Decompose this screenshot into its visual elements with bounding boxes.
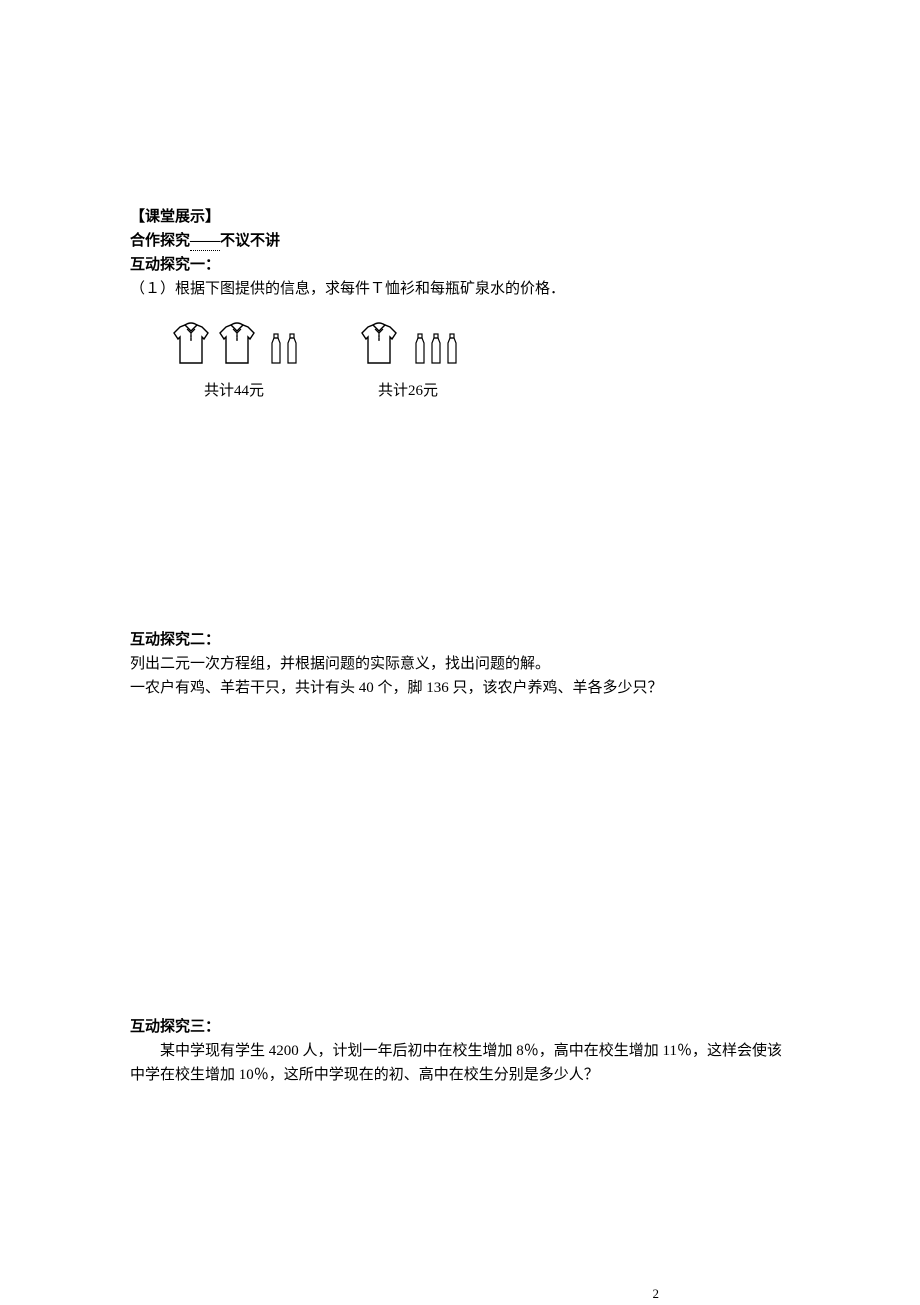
bottle-icon	[430, 333, 442, 373]
inquiry2-line2: 一农户有鸡、羊若干只，共计有头 40 个，脚 136 只，该农户养鸡、羊各多少只…	[130, 676, 790, 700]
group-2-items	[358, 319, 458, 373]
bottle-icon	[414, 333, 426, 373]
inquiry3-body: 某中学现有学生 4200 人，计划一年后初中在校生增加 8％，高中在校生增加 1…	[130, 1039, 790, 1087]
inquiry1-problem: （１）根据下图提供的信息，求每件Ｔ恤衫和每瓶矿泉水的价格．	[130, 277, 790, 301]
bottle-icon	[270, 333, 282, 373]
tshirt-icon	[358, 319, 400, 373]
group-1-label: 共计44元	[204, 379, 264, 403]
illustration-row: 共计44元	[170, 319, 790, 403]
cooperation-prefix: 合作探究	[130, 233, 190, 249]
group-2-label: 共计26元	[378, 379, 438, 403]
cooperation-line: 合作探究——不议不讲	[130, 229, 790, 253]
cooperation-suffix: 不议不讲	[220, 233, 280, 249]
inquiry2-line1: 列出二元一次方程组，并根据问题的实际意义，找出问题的解。	[130, 652, 790, 676]
group-1: 共计44元	[170, 319, 298, 403]
inquiry2-title: 互动探究二：	[130, 628, 790, 652]
tshirt-icon	[170, 319, 212, 373]
group-1-items	[170, 319, 298, 373]
inquiry1-title: 互动探究一：	[130, 253, 790, 277]
classroom-display-header: 【课堂展示】	[130, 205, 790, 229]
cooperation-underline: ——	[190, 233, 220, 251]
bottle-icon	[446, 333, 458, 373]
inquiry3-title: 互动探究三：	[130, 1015, 790, 1039]
tshirt-icon	[216, 319, 258, 373]
bottle-icon	[286, 333, 298, 373]
group-2: 共计26元	[358, 319, 458, 403]
